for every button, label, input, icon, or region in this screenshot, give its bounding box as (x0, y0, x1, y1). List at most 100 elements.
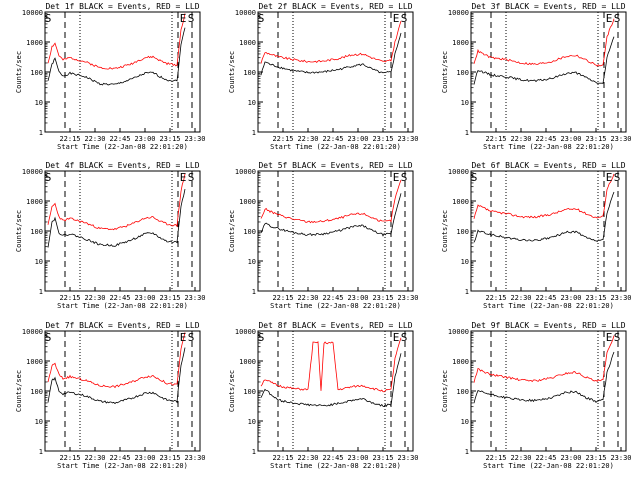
panel-title: Det 5f BLACK = Events, RED = LLD (258, 161, 412, 170)
y-axis-label: Counts/sec (15, 210, 23, 252)
x-tick-label: 22:45 (322, 454, 343, 462)
y-tick-label: 10000 (235, 168, 256, 176)
x-tick-label: 23:00 (560, 454, 581, 462)
lld-series-line (47, 332, 186, 389)
y-axis-label: Counts/sec (228, 51, 236, 93)
y-tick-label: 1000 (452, 358, 469, 366)
lld-series-line (47, 13, 186, 70)
x-tick-label: 22:30 (297, 135, 318, 143)
x-tick-label: 22:45 (109, 454, 130, 462)
y-tick-label: 1 (252, 448, 256, 456)
y-tick-label: 100 (30, 228, 43, 236)
y-tick-label: 100 (243, 69, 256, 77)
panel-title: Det 9f BLACK = Events, RED = LLD (471, 321, 625, 330)
y-tick-label: 10 (248, 418, 256, 426)
panel-title: Det 8f BLACK = Events, RED = LLD (258, 321, 412, 330)
plot-frame (44, 170, 201, 292)
x-tick-label: 23:00 (134, 454, 155, 462)
orbit-annotation: S (614, 331, 621, 344)
orbit-annotation: S (188, 171, 195, 184)
orbit-annotation: S (188, 331, 195, 344)
x-axis-label: Start Time (22-Jan-08 22:01:20) (57, 302, 188, 310)
orbit-annotation: S (45, 171, 52, 184)
x-tick-label: 22:45 (535, 294, 556, 302)
lld-series-line (260, 179, 402, 224)
y-tick-label: 1 (465, 288, 469, 296)
y-tick-label: 100 (30, 388, 43, 396)
lld-series-line (260, 20, 402, 64)
events-series-line (260, 193, 402, 237)
detector-panel-1: Det 1f BLACK = Events, RED = LLD 1 10 100 10… (15, 2, 206, 151)
y-axis-label: Counts/sec (228, 210, 236, 252)
y-tick-label: 10000 (22, 328, 43, 336)
lld-series-line (473, 335, 615, 383)
orbit-annotation: E (393, 171, 400, 184)
y-tick-label: 1 (465, 448, 469, 456)
orbit-annotation: S (471, 171, 478, 184)
y-tick-label: 1000 (26, 39, 43, 47)
x-tick-label: 23:00 (560, 294, 581, 302)
orbit-annotation: S (258, 12, 265, 25)
x-axis-label: Start Time (22-Jan-08 22:01:20) (57, 462, 188, 470)
x-tick-label: 22:15 (59, 454, 80, 462)
plot-frame (44, 11, 201, 133)
y-tick-label: 10000 (448, 168, 469, 176)
x-tick-label: 22:45 (322, 294, 343, 302)
x-tick-label: 23:30 (184, 454, 205, 462)
y-tick-label: 1 (39, 129, 43, 137)
x-tick-label: 22:15 (272, 135, 293, 143)
x-axis-label: Start Time (22-Jan-08 22:01:20) (483, 302, 614, 310)
x-tick-label: 23:30 (397, 454, 418, 462)
y-tick-label: 1000 (452, 39, 469, 47)
detector-panel-7: Det 7f BLACK = Events, RED = LLD 1 10 100 10… (15, 321, 206, 470)
plot-frame (470, 11, 627, 133)
y-tick-label: 10 (35, 99, 43, 107)
x-tick-label: 23:30 (610, 454, 631, 462)
y-tick-label: 10000 (235, 328, 256, 336)
y-tick-label: 1000 (239, 39, 256, 47)
y-tick-label: 10 (461, 258, 469, 266)
events-series-line (47, 27, 186, 86)
panel-title: Det 1f BLACK = Events, RED = LLD (45, 2, 199, 11)
plot-frame (257, 330, 414, 452)
detector-panel-2: Det 2f BLACK = Events, RED = LLD 1 10 100 10… (228, 2, 419, 151)
lld-series-line (473, 18, 615, 67)
x-tick-label: 22:15 (59, 135, 80, 143)
y-axis-label: Counts/sec (441, 370, 449, 412)
y-tick-label: 1 (252, 288, 256, 296)
y-tick-label: 10000 (448, 328, 469, 336)
y-axis-label: Counts/sec (228, 370, 236, 412)
panel-title: Det 3f BLACK = Events, RED = LLD (471, 2, 625, 11)
x-tick-label: 23:00 (347, 135, 368, 143)
orbit-annotation: E (606, 171, 613, 184)
x-tick-label: 22:30 (84, 454, 105, 462)
x-tick-label: 23:15 (585, 135, 606, 143)
y-tick-label: 100 (243, 228, 256, 236)
y-tick-label: 10000 (235, 9, 256, 17)
x-tick-label: 23:15 (372, 294, 393, 302)
orbit-annotation: E (180, 12, 187, 25)
x-tick-label: 23:00 (560, 135, 581, 143)
orbit-annotation: E (180, 331, 187, 344)
y-tick-label: 1000 (239, 198, 256, 206)
y-tick-label: 100 (456, 388, 469, 396)
events-series-line (47, 189, 186, 248)
x-tick-label: 22:30 (297, 454, 318, 462)
x-tick-label: 22:15 (485, 294, 506, 302)
y-tick-label: 10000 (22, 9, 43, 17)
panel-title: Det 4f BLACK = Events, RED = LLD (45, 161, 199, 170)
orbit-annotation: S (258, 331, 265, 344)
x-tick-label: 22:45 (109, 135, 130, 143)
x-tick-label: 23:00 (347, 454, 368, 462)
lld-series-line (473, 173, 615, 219)
orbit-annotation: S (45, 331, 52, 344)
y-tick-label: 10 (248, 258, 256, 266)
y-tick-label: 100 (456, 69, 469, 77)
events-series-line (473, 36, 615, 85)
x-axis-label: Start Time (22-Jan-08 22:01:20) (270, 302, 401, 310)
x-tick-label: 22:45 (535, 454, 556, 462)
x-tick-label: 23:30 (397, 135, 418, 143)
x-tick-label: 22:45 (322, 135, 343, 143)
x-tick-label: 23:30 (397, 294, 418, 302)
